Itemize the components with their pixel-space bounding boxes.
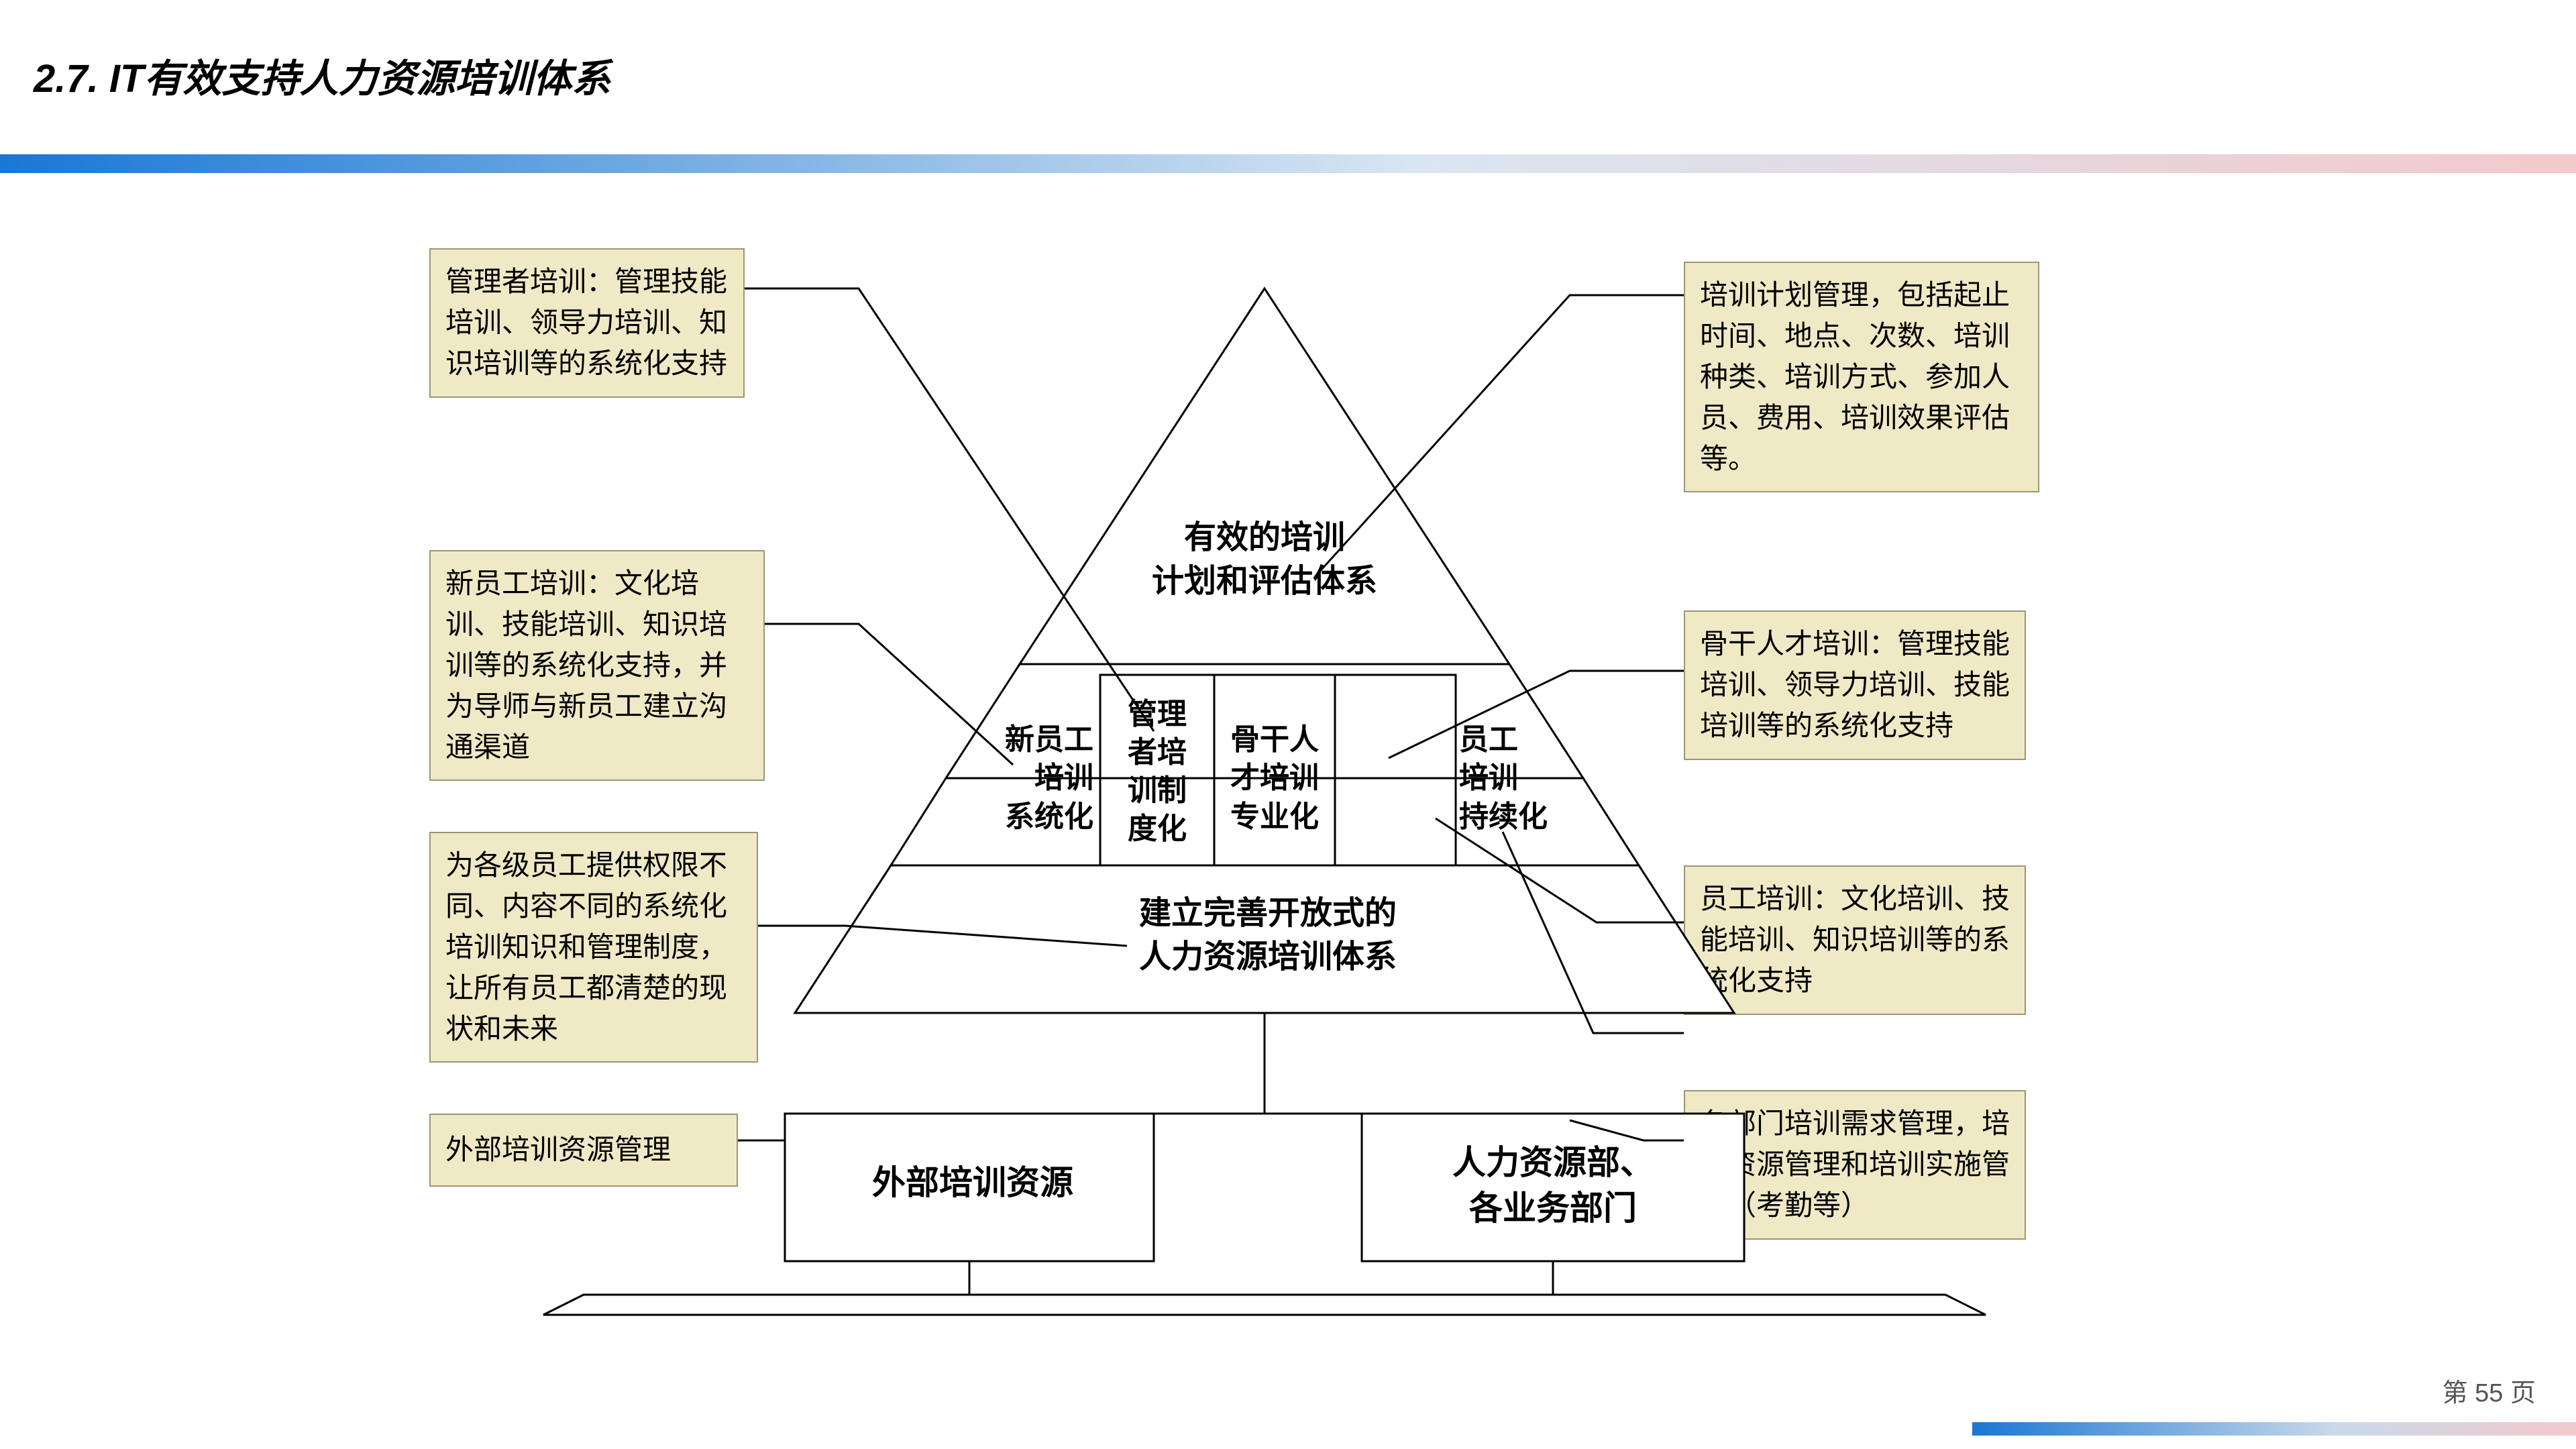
pyramid-apex: 有效的培训 计划和评估体系 [1100,517,1429,604]
apex-line1: 有效的培训 [1184,520,1345,555]
mid4-l2: 培训 [1459,761,1518,794]
pyramid-mid-3: 骨干人 才培训 专业化 [1218,691,1332,865]
page-title: 2.7. IT有效支持人力资源培训体系 [34,47,610,103]
pyramid-base: 建立完善开放式的 人力资源培训体系 [1060,892,1476,979]
mid2-l1: 管理 [1128,698,1187,731]
pyramid-mid-1: 新员工 培训 系统化 [919,691,1093,865]
base-l2: 人力资源培训体系 [1139,939,1397,975]
mid1-l3: 系统化 [1005,800,1093,833]
mid3-l1: 骨干人 [1230,723,1319,756]
header-gradient-bar [0,154,2576,173]
lower-right-l1: 人力资源部、 [1452,1144,1654,1181]
lower-right-l2: 各业务部门 [1469,1189,1637,1227]
lower-left-box: 外部培训资源 [805,1161,1140,1206]
lower-right-box: 人力资源部、 各业务部门 [1375,1140,1731,1231]
base-l1: 建立完善开放式的 [1139,896,1397,931]
mid1-l2: 培训 [1034,761,1093,794]
mid4-l3: 持续化 [1459,800,1548,833]
pyramid-mid-2: 管理 者培 训制 度化 [1104,678,1211,865]
mid2-l3: 训制 [1128,774,1187,807]
footer-gradient-bar [1972,1422,2576,1436]
mid2-l4: 度化 [1128,812,1187,845]
apex-line2: 计划和评估体系 [1152,564,1377,599]
mid3-l2: 才培训 [1230,761,1319,794]
pyramid-mid-4: 员工 培训 持续化 [1459,691,1613,865]
mid4-l1: 员工 [1459,723,1518,756]
page-number: 第 55 页 [2443,1372,2536,1409]
mid3-l3: 专业化 [1230,800,1319,833]
mid1-l1: 新员工 [1005,723,1093,756]
training-system-diagram: 管理者培训：管理技能培训、领导力培训、知识培训等的系统化支持 新员工培训：文化培… [429,248,2147,1315]
mid2-l2: 者培 [1128,736,1187,769]
